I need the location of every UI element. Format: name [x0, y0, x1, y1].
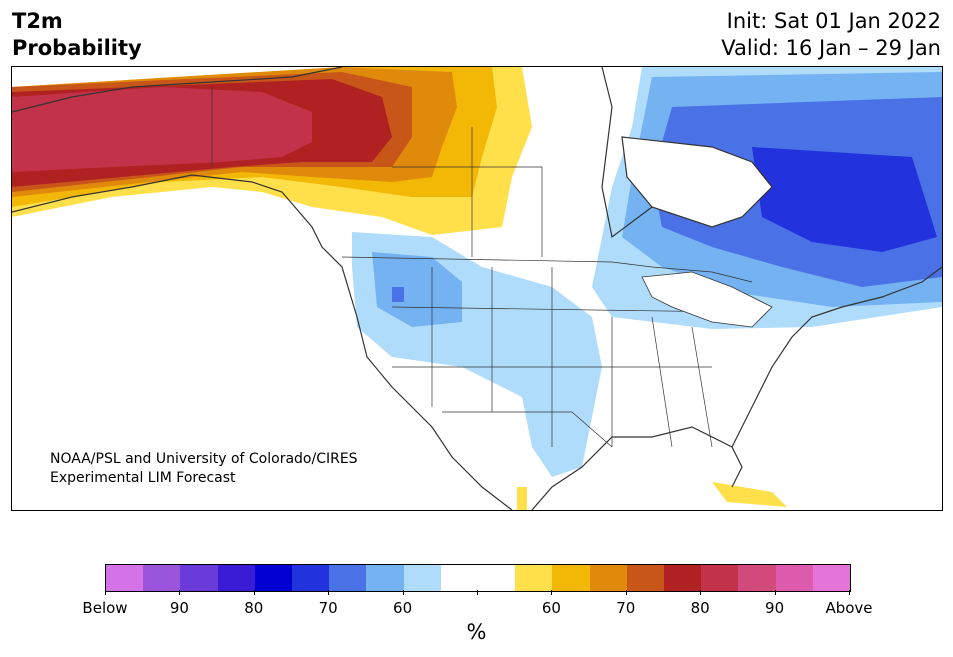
colorbar-unit: %	[466, 620, 487, 644]
colorbar-swatch	[626, 565, 665, 591]
colorbar-tick-label: 90	[169, 599, 189, 617]
colorbar-tick	[551, 590, 553, 595]
colorbar-swatch	[589, 565, 627, 591]
colorbar-swatch	[775, 565, 813, 591]
colorbar-swatch	[143, 565, 181, 591]
colorbar-swatch	[515, 565, 553, 591]
cold-anomaly-west-mid	[372, 252, 462, 327]
colorbar-swatch	[701, 565, 739, 591]
colorbar-swatch	[292, 565, 330, 591]
colorbar-tick	[849, 590, 850, 595]
title-variable: T2m	[12, 9, 63, 33]
colorbar-tick	[477, 590, 478, 595]
colorbar-tick-label: 80	[690, 599, 710, 617]
colorbar-swatch	[478, 565, 516, 591]
colorbar-swatch	[812, 565, 851, 591]
valid-range: Valid: 16 Jan – 29 Jan	[721, 36, 941, 60]
colorbar-swatch	[664, 565, 702, 591]
colorbar-tick-label: Above	[825, 599, 873, 617]
colorbar-tick	[253, 590, 255, 595]
cold-anomaly-deep	[752, 147, 937, 252]
colorbar-tick	[700, 590, 702, 595]
colorbar-tick	[402, 590, 404, 595]
init-date: Init: Sat 01 Jan 2022	[726, 9, 941, 33]
colorbar-tick-label: 90	[765, 599, 785, 617]
chart-title: T2m Probability	[12, 8, 142, 62]
great-lakes	[641, 271, 773, 328]
warm-anomaly-crimson	[12, 87, 312, 172]
colorbar-swatch	[738, 565, 776, 591]
colorbar-tick	[105, 590, 106, 595]
credit-line-2: Experimental LIM Forecast	[50, 470, 236, 486]
forecast-map: NOAA/PSL and University of Colorado/CIRE…	[11, 66, 943, 511]
colorbar-tick-label: 80	[244, 599, 264, 617]
colorbar-tick-label: Below	[82, 599, 128, 617]
warm-anomaly-mexico	[517, 487, 527, 510]
colorbar-swatch	[366, 565, 404, 591]
credit-text: NOAA/PSL and University of Colorado/CIRE…	[50, 450, 358, 488]
colorbar-swatch	[440, 565, 479, 591]
boundaries	[211, 87, 753, 448]
credit-line-1: NOAA/PSL and University of Colorado/CIRE…	[50, 451, 358, 467]
colorbar-tick-label: 70	[616, 599, 636, 617]
colorbar-tick	[774, 590, 776, 595]
warm-anomaly-cuba	[712, 482, 787, 507]
colorbar-swatch	[254, 565, 293, 591]
colorbar-swatch	[217, 565, 255, 591]
cold-anomaly-west-blue	[392, 287, 404, 302]
colorbar-ticks: Below 90 80 70 60 60 70 80 90 Above	[82, 590, 873, 617]
colorbar-tick-label: 70	[318, 599, 338, 617]
colorbar-swatch	[403, 565, 441, 591]
colorbar-swatch	[329, 565, 367, 591]
coastlines	[12, 67, 942, 510]
hudson-bay	[621, 136, 773, 228]
colorbar-tick	[625, 590, 627, 595]
colorbar-tick	[328, 590, 330, 595]
probability-colorbar	[105, 564, 851, 592]
title-type: Probability	[12, 36, 142, 60]
colorbar-tick	[179, 590, 181, 595]
colorbar-swatch	[106, 565, 144, 591]
colorbar-tick-label: 60	[393, 599, 413, 617]
colorbar-swatch	[180, 565, 218, 591]
colorbar-swatch	[552, 565, 590, 591]
colorbar-tick-label: 60	[541, 599, 561, 617]
map-canvas	[12, 67, 942, 510]
date-info: Init: Sat 01 Jan 2022 Valid: 16 Jan – 29…	[721, 8, 941, 62]
